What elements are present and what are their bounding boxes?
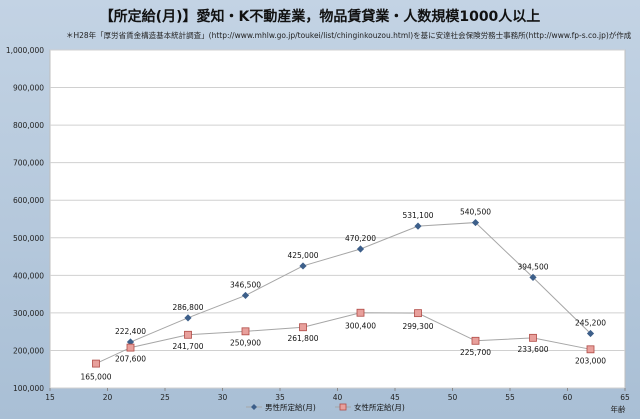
male-point <box>471 218 480 227</box>
x-tick-label: 45 <box>390 393 400 402</box>
chart-source-note: ＊H28年「厚労省賃金構造基本統計調査」(http://www.mhlw.go.… <box>66 31 632 40</box>
y-tick-label: 100,000 <box>13 384 44 393</box>
female-data-label: 300,400 <box>345 322 376 331</box>
female-point <box>184 330 192 339</box>
female-point <box>356 308 365 317</box>
x-axis-label: 年齢 <box>611 404 626 414</box>
female-data-label: 299,300 <box>402 322 433 331</box>
female-data-label: 250,900 <box>230 338 261 347</box>
female-point <box>92 359 100 368</box>
female-point <box>126 343 135 352</box>
female-point <box>414 309 422 318</box>
female-data-label: 165,000 <box>80 373 111 382</box>
x-tick-label: 50 <box>448 393 458 402</box>
female-data-label: 203,000 <box>575 356 606 365</box>
legend-square-marker <box>339 403 347 411</box>
female-point <box>529 333 537 342</box>
axes: 100,000 200,000 300,000 400,000 500,000 600,0… <box>6 46 630 414</box>
male-data-label: 425,000 <box>287 251 318 260</box>
female-point <box>586 345 595 354</box>
y-tick-label: 700,000 <box>13 159 44 168</box>
gridlines <box>49 49 626 389</box>
female-data-label: 261,800 <box>287 334 318 343</box>
legend-label: 女性所定給(月) <box>354 402 405 412</box>
male-data-label: 222,400 <box>115 327 146 336</box>
legend: 男性所定給(月) 女性所定給(月) <box>246 402 405 412</box>
female-data-label: 225,700 <box>460 348 491 357</box>
x-tick-label: 60 <box>563 393 573 402</box>
series-line-2 <box>95 312 591 365</box>
female-data-label: 233,600 <box>517 345 548 354</box>
y-tick-label: 500,000 <box>13 234 44 243</box>
male-data-label: 245,200 <box>575 318 606 327</box>
legend-diamond-marker <box>251 404 257 410</box>
male-data-label: 540,500 <box>460 208 491 217</box>
male-data-label: 531,100 <box>402 211 433 220</box>
x-tick-label: 30 <box>218 393 228 402</box>
female-point <box>299 323 307 332</box>
y-tick-label: 1,000,000 <box>6 46 44 55</box>
x-tick-label: 35 <box>275 393 285 402</box>
y-tick-label: 600,000 <box>13 196 44 205</box>
male-point <box>299 262 307 270</box>
x-tick-label: 15 <box>45 393 55 402</box>
female-point <box>471 336 480 345</box>
x-tick-label: 25 <box>160 393 170 402</box>
male-point <box>414 222 422 230</box>
y-tick-label: 800,000 <box>13 121 44 130</box>
y-tick-label: 400,000 <box>13 271 44 280</box>
male-point <box>184 314 192 322</box>
data-labels: 222,400 286,800 346,500 425,000 470,200 531,1… <box>80 208 606 382</box>
male-data-label: 286,800 <box>172 303 203 312</box>
legend-label: 男性所定給(月) <box>265 402 316 412</box>
x-tick-label: 40 <box>333 393 343 402</box>
male-point <box>586 329 595 338</box>
y-tick-label: 200,000 <box>13 346 44 355</box>
chart-title: 【所定給(月)】愛知・K不動産業，物品賃貸業・人数規模1000人以上 <box>99 9 541 25</box>
plot-area <box>49 49 626 389</box>
y-tick-label: 300,000 <box>13 309 44 318</box>
y-tick-label: 900,000 <box>13 84 44 93</box>
male-data-label: 394,500 <box>517 262 548 271</box>
male-data-label: 470,200 <box>345 234 376 243</box>
female-data-label: 241,700 <box>172 342 203 351</box>
series-markers <box>92 218 595 368</box>
x-tick-label: 55 <box>505 393 515 402</box>
female-point <box>241 327 250 336</box>
male-point <box>529 273 537 281</box>
male-point <box>356 245 365 253</box>
male-data-label: 346,500 <box>230 280 261 289</box>
female-data-label: 207,600 <box>115 355 146 364</box>
x-tick-label: 65 <box>620 393 630 402</box>
x-tick-label: 20 <box>103 393 113 402</box>
male-point <box>241 291 250 300</box>
